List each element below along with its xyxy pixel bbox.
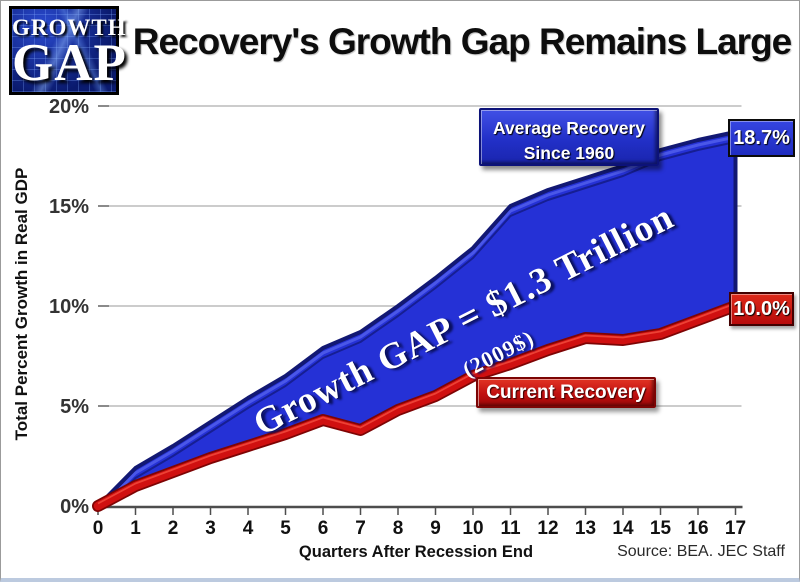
source-note: Source: BEA. JEC Staff [617,543,785,560]
x-tick-label: 2 [168,518,179,539]
bevel-dark-line [98,141,736,506]
value-label-average-end: 18.7% [728,119,795,157]
x-tick-label: 4 [243,518,254,539]
average-recovery-line [96,130,738,508]
legend-average-line2: Since 1960 [523,143,615,164]
x-tick-label: 11 [500,518,521,539]
x-axis-title: Quarters After Recession End [298,543,534,561]
current-recovery-line [93,301,740,511]
x-tick-label: 10 [462,518,483,539]
x-tick-label: 15 [650,518,672,539]
y-axis-title: Total Percent Growth in Real GDP [12,167,31,441]
y-tick-label: 5% [60,396,89,418]
current-recovery-highlight [97,302,736,505]
x-tick-label: 6 [318,518,329,539]
x-tick-label: 8 [393,518,404,539]
x-tick-label: 16 [687,518,708,539]
x-tick-label: 7 [355,518,366,539]
growth-gap-logo: GROWTH GAP [9,6,127,95]
logo-text-gap: GAP [12,34,127,92]
x-tick-label: 5 [280,518,291,539]
legend-current-recovery: Current Recovery [476,377,656,408]
x-tick-label: 9 [430,518,441,539]
x-tick-label: 3 [205,518,216,539]
legend-average-recovery: Average Recovery Since 1960 [479,108,659,166]
x-tick-label: 1 [130,518,141,539]
x-tick-label: 17 [725,518,746,539]
x-tick-label: 13 [575,518,596,539]
x-tick-label: 14 [612,518,634,539]
y-tick-label: 0% [60,496,89,518]
average-recovery-bevel [98,135,736,506]
logo-text-growth: GROWTH [12,15,127,40]
x-tick-label: 12 [537,518,558,539]
y-tick-label: 15% [49,196,89,218]
legend-average-line1: Average Recovery [492,118,646,138]
x-tick-label: 0 [93,518,104,539]
bevel-light-line [98,135,736,506]
value-label-current-end: 10.0% [729,292,794,326]
page-title: Recovery's Growth Gap Remains Large [132,21,793,62]
y-tick-label: 20% [49,96,89,118]
y-tick-label: 10% [49,296,89,318]
